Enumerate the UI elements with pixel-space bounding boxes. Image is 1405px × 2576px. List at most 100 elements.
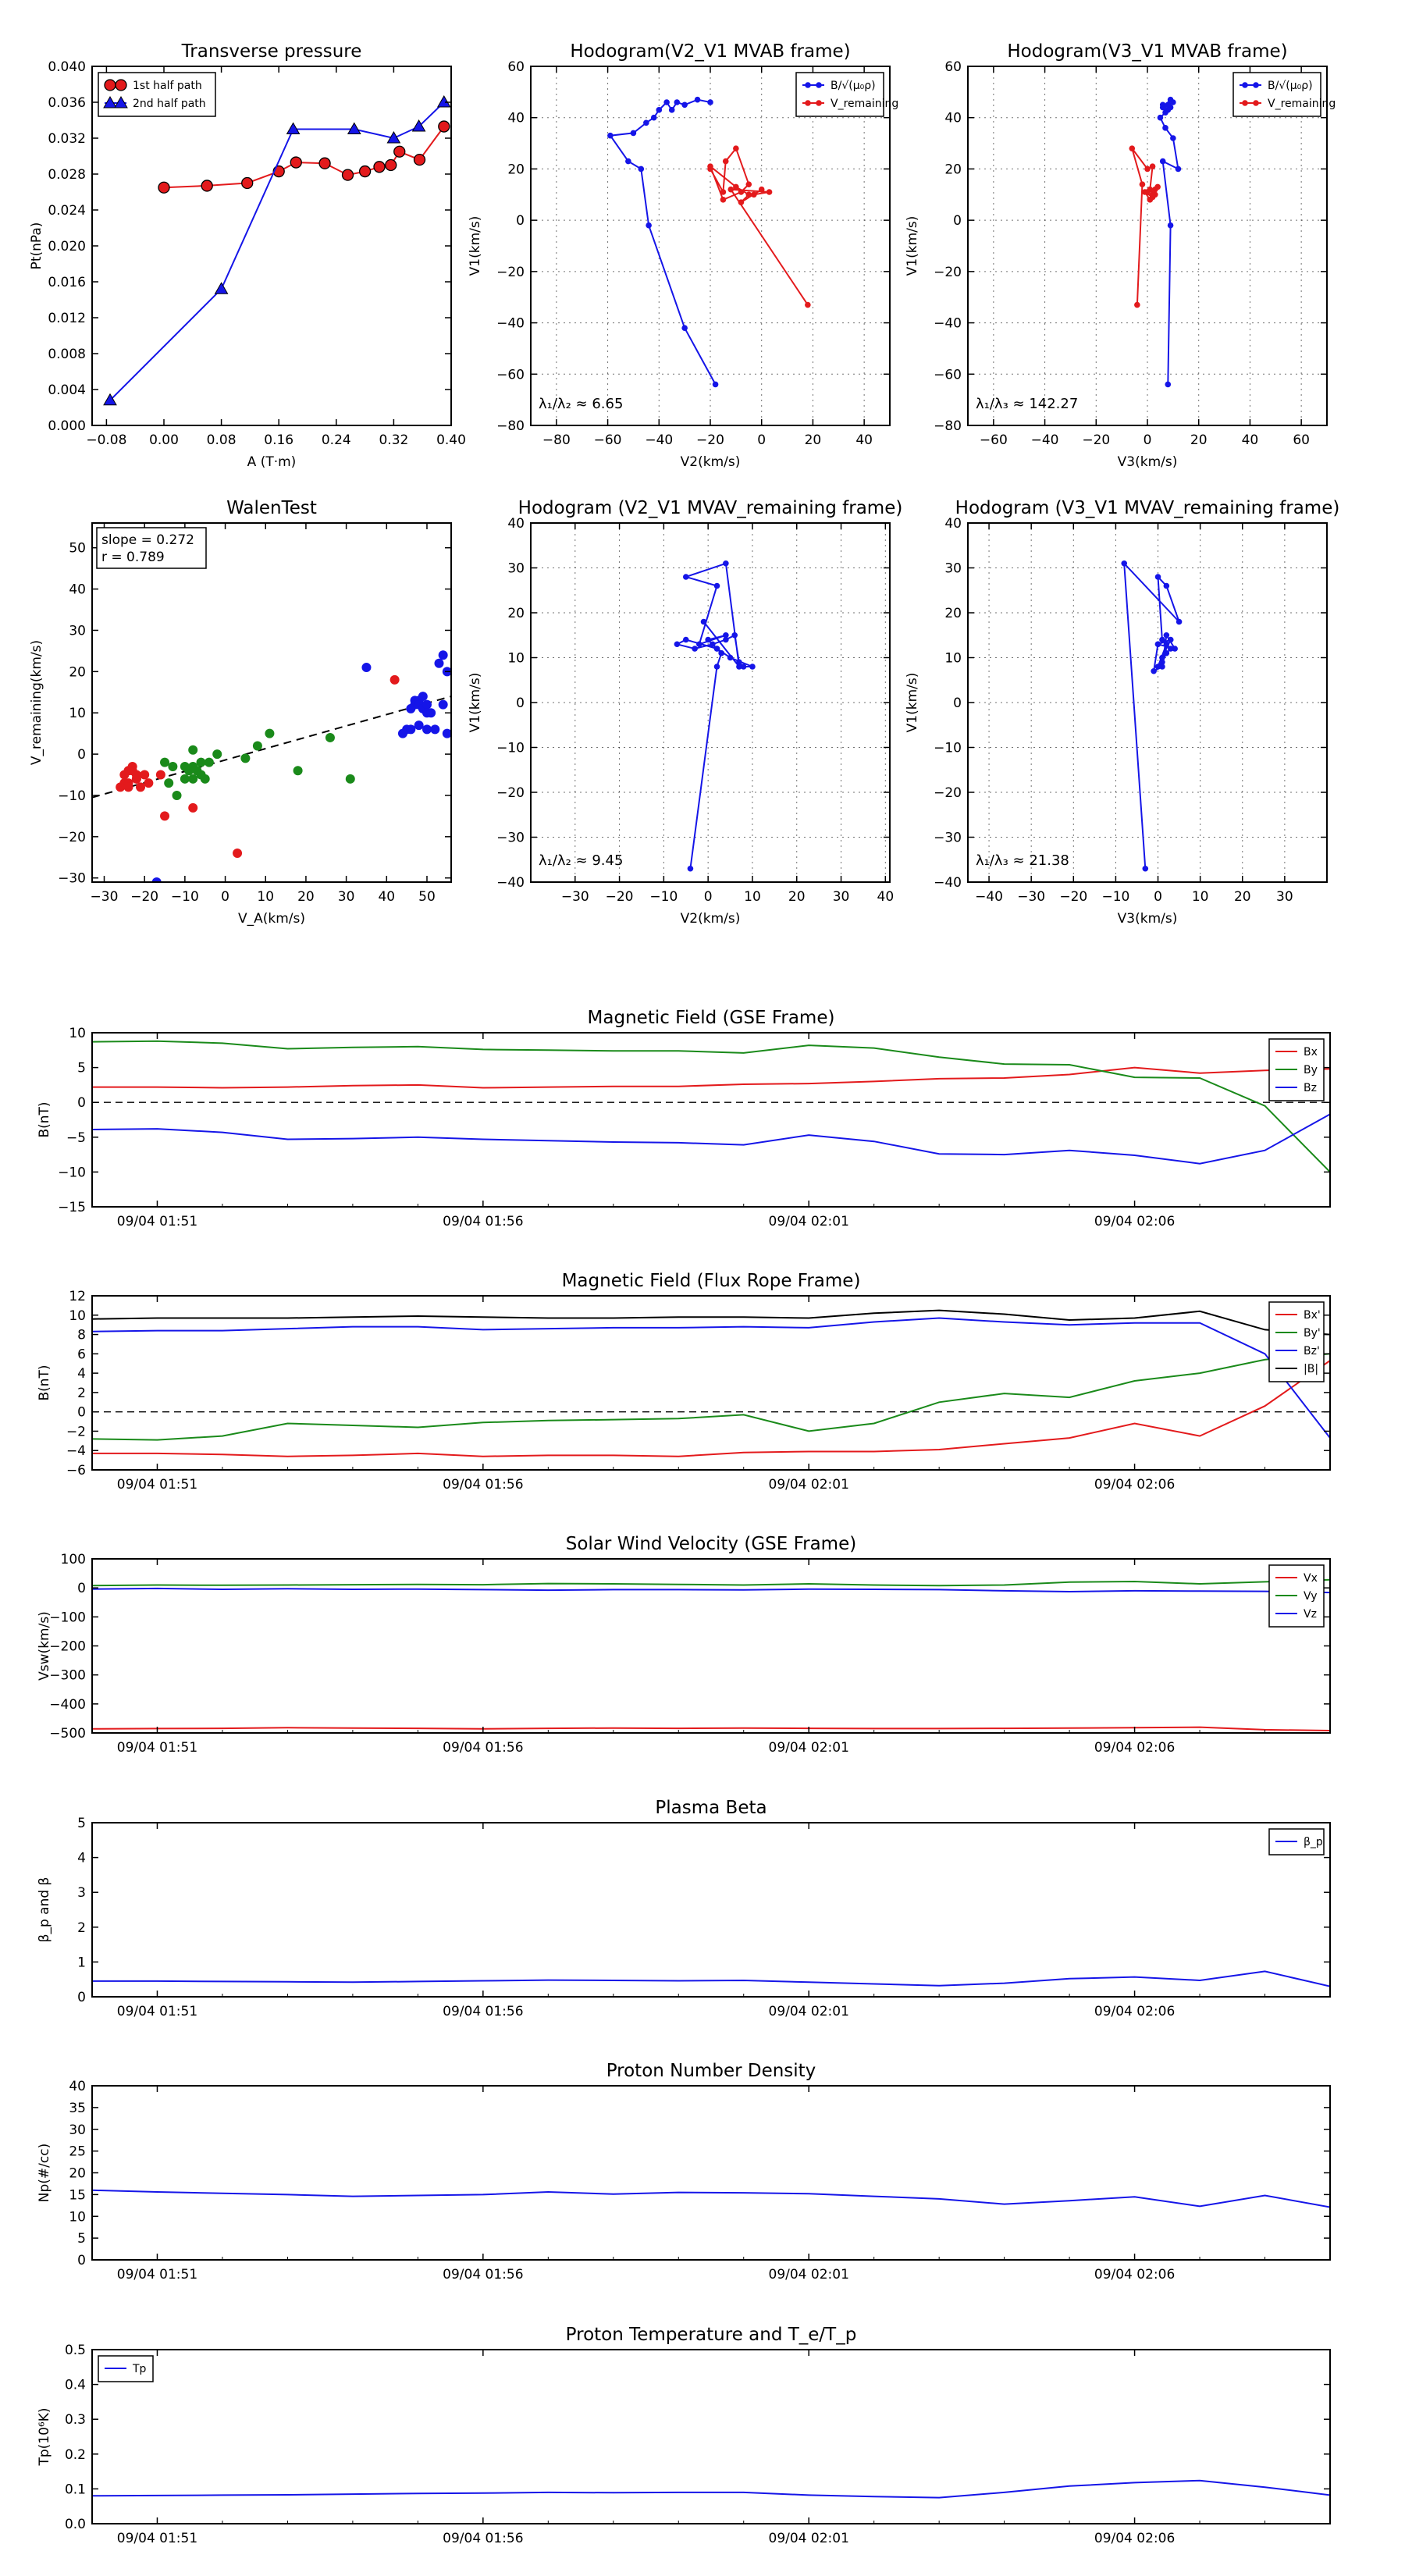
data-point bbox=[1142, 865, 1149, 872]
proton-temperature-chart: Proton Temperature and T_e/T_p 09/04 01:5… bbox=[37, 2325, 1331, 2546]
data-point bbox=[707, 99, 713, 105]
data-point bbox=[1163, 582, 1170, 589]
x-tick-label: 09/04 01:56 bbox=[443, 2004, 523, 2019]
axes-frame bbox=[91, 66, 452, 426]
data-point bbox=[1172, 646, 1178, 652]
scatter-point bbox=[196, 757, 206, 767]
y-tick-label: 20 bbox=[944, 162, 962, 177]
y-tick-label: 20 bbox=[507, 606, 525, 621]
data-point bbox=[663, 99, 670, 105]
x-tick-label: 60 bbox=[1293, 432, 1310, 448]
data-point bbox=[722, 158, 729, 165]
data-point bbox=[733, 183, 739, 190]
x-tick-label: −20 bbox=[606, 889, 634, 905]
data-point bbox=[1167, 636, 1174, 643]
y-tick-label: 5 bbox=[77, 1061, 86, 1076]
data-point bbox=[646, 222, 652, 229]
legend-marker bbox=[805, 82, 811, 88]
data-point bbox=[1167, 646, 1174, 652]
x-tick-label: 09/04 01:51 bbox=[117, 1477, 197, 1493]
x-tick-label: 0.32 bbox=[379, 432, 408, 448]
scatter-point bbox=[131, 774, 141, 784]
data-point bbox=[674, 641, 681, 648]
y-tick-label: 10 bbox=[507, 651, 525, 667]
legend-marker bbox=[1253, 82, 1259, 88]
y-tick-label: −200 bbox=[49, 1639, 86, 1655]
data-point bbox=[1139, 181, 1146, 187]
y-tick-label: −4 bbox=[66, 1443, 86, 1459]
data-point bbox=[1151, 667, 1157, 674]
data-point bbox=[625, 158, 631, 165]
y-tick-label: 0 bbox=[77, 1095, 86, 1111]
x-tick-label: 09/04 02:06 bbox=[1094, 1740, 1175, 1756]
series-line bbox=[609, 98, 717, 385]
x-tick-label: 09/04 01:51 bbox=[117, 2004, 197, 2019]
x-tick-label: 20 bbox=[297, 889, 315, 905]
plot-area bbox=[674, 560, 756, 872]
proton-density-chart: Proton Number Density 09/04 01:51 09/04 01… bbox=[37, 2061, 1331, 2282]
y-tick-label: −15 bbox=[58, 1200, 86, 1215]
x-axis-label: V3(km/s) bbox=[1118, 911, 1178, 927]
series-line bbox=[674, 562, 753, 869]
data-point bbox=[638, 165, 645, 173]
x-tick-label: 40 bbox=[855, 432, 873, 448]
chart-title: Magnetic Field (Flux Rope Frame) bbox=[562, 1271, 861, 1291]
y-tick-label: 0 bbox=[516, 213, 525, 229]
data-point bbox=[712, 381, 719, 388]
data-point bbox=[385, 158, 397, 172]
y-tick-label: 0.000 bbox=[48, 418, 86, 434]
plot-area bbox=[103, 94, 451, 406]
scatter-point bbox=[119, 770, 130, 780]
x-tick-label: −60 bbox=[594, 432, 622, 448]
chart-title: WalenTest bbox=[226, 498, 317, 518]
data-point bbox=[358, 165, 372, 178]
y-tick-label: −10 bbox=[58, 788, 86, 804]
chart-title: Hodogram (V3_V1 MVAV_remaining frame) bbox=[955, 498, 1340, 518]
legend-label: V_remaining bbox=[831, 98, 898, 110]
legend-marker bbox=[115, 79, 127, 91]
series-line bbox=[1123, 561, 1180, 869]
series-line bbox=[163, 126, 445, 189]
x-tick-label: 20 bbox=[805, 432, 822, 448]
y-tick-label: 40 bbox=[69, 2079, 86, 2094]
data-point bbox=[1144, 189, 1151, 195]
y-tick-label: −40 bbox=[496, 316, 525, 332]
data-point bbox=[681, 325, 688, 331]
x-tick-label: −0.08 bbox=[86, 432, 126, 448]
y-tick-label: 0.008 bbox=[48, 347, 86, 362]
y-tick-label: 10 bbox=[944, 651, 962, 667]
data-point bbox=[723, 632, 729, 639]
x-tick-label: 30 bbox=[338, 889, 355, 905]
legend-box bbox=[795, 72, 884, 117]
y-tick-label: 0.012 bbox=[48, 311, 86, 326]
x-tick-label: 09/04 02:01 bbox=[769, 2004, 849, 2019]
y-axis-label: B(nT) bbox=[37, 1364, 52, 1400]
data-point bbox=[413, 153, 426, 166]
series-line bbox=[1131, 148, 1160, 305]
data-point bbox=[347, 122, 361, 134]
scatter-point bbox=[212, 749, 222, 760]
plot-area bbox=[92, 2479, 1330, 2499]
x-tick-label: 0.40 bbox=[436, 432, 466, 448]
scatter-point bbox=[188, 774, 198, 784]
scatter-point bbox=[160, 757, 170, 767]
x-tick-label: 40 bbox=[877, 889, 895, 905]
y-tick-label: −400 bbox=[49, 1697, 86, 1713]
y-tick-label: 60 bbox=[507, 59, 525, 75]
x-tick-label: −20 bbox=[696, 432, 724, 448]
scatter-point bbox=[293, 766, 303, 776]
y-tick-label: −80 bbox=[496, 418, 525, 434]
scatter-point bbox=[442, 728, 451, 738]
y-tick-label: −100 bbox=[49, 1610, 86, 1625]
y-tick-label: 40 bbox=[944, 516, 962, 532]
y-tick-label: −40 bbox=[496, 875, 525, 891]
y-tick-label: 10 bbox=[69, 706, 86, 721]
data-point bbox=[290, 156, 302, 169]
scatter-point bbox=[200, 774, 210, 784]
legend-marker bbox=[1242, 100, 1248, 106]
y-tick-label: 0 bbox=[77, 1581, 86, 1596]
data-point bbox=[1159, 654, 1165, 661]
y-tick-label: 20 bbox=[944, 606, 962, 621]
x-tick-label: −10 bbox=[649, 889, 678, 905]
series-line bbox=[109, 101, 445, 401]
